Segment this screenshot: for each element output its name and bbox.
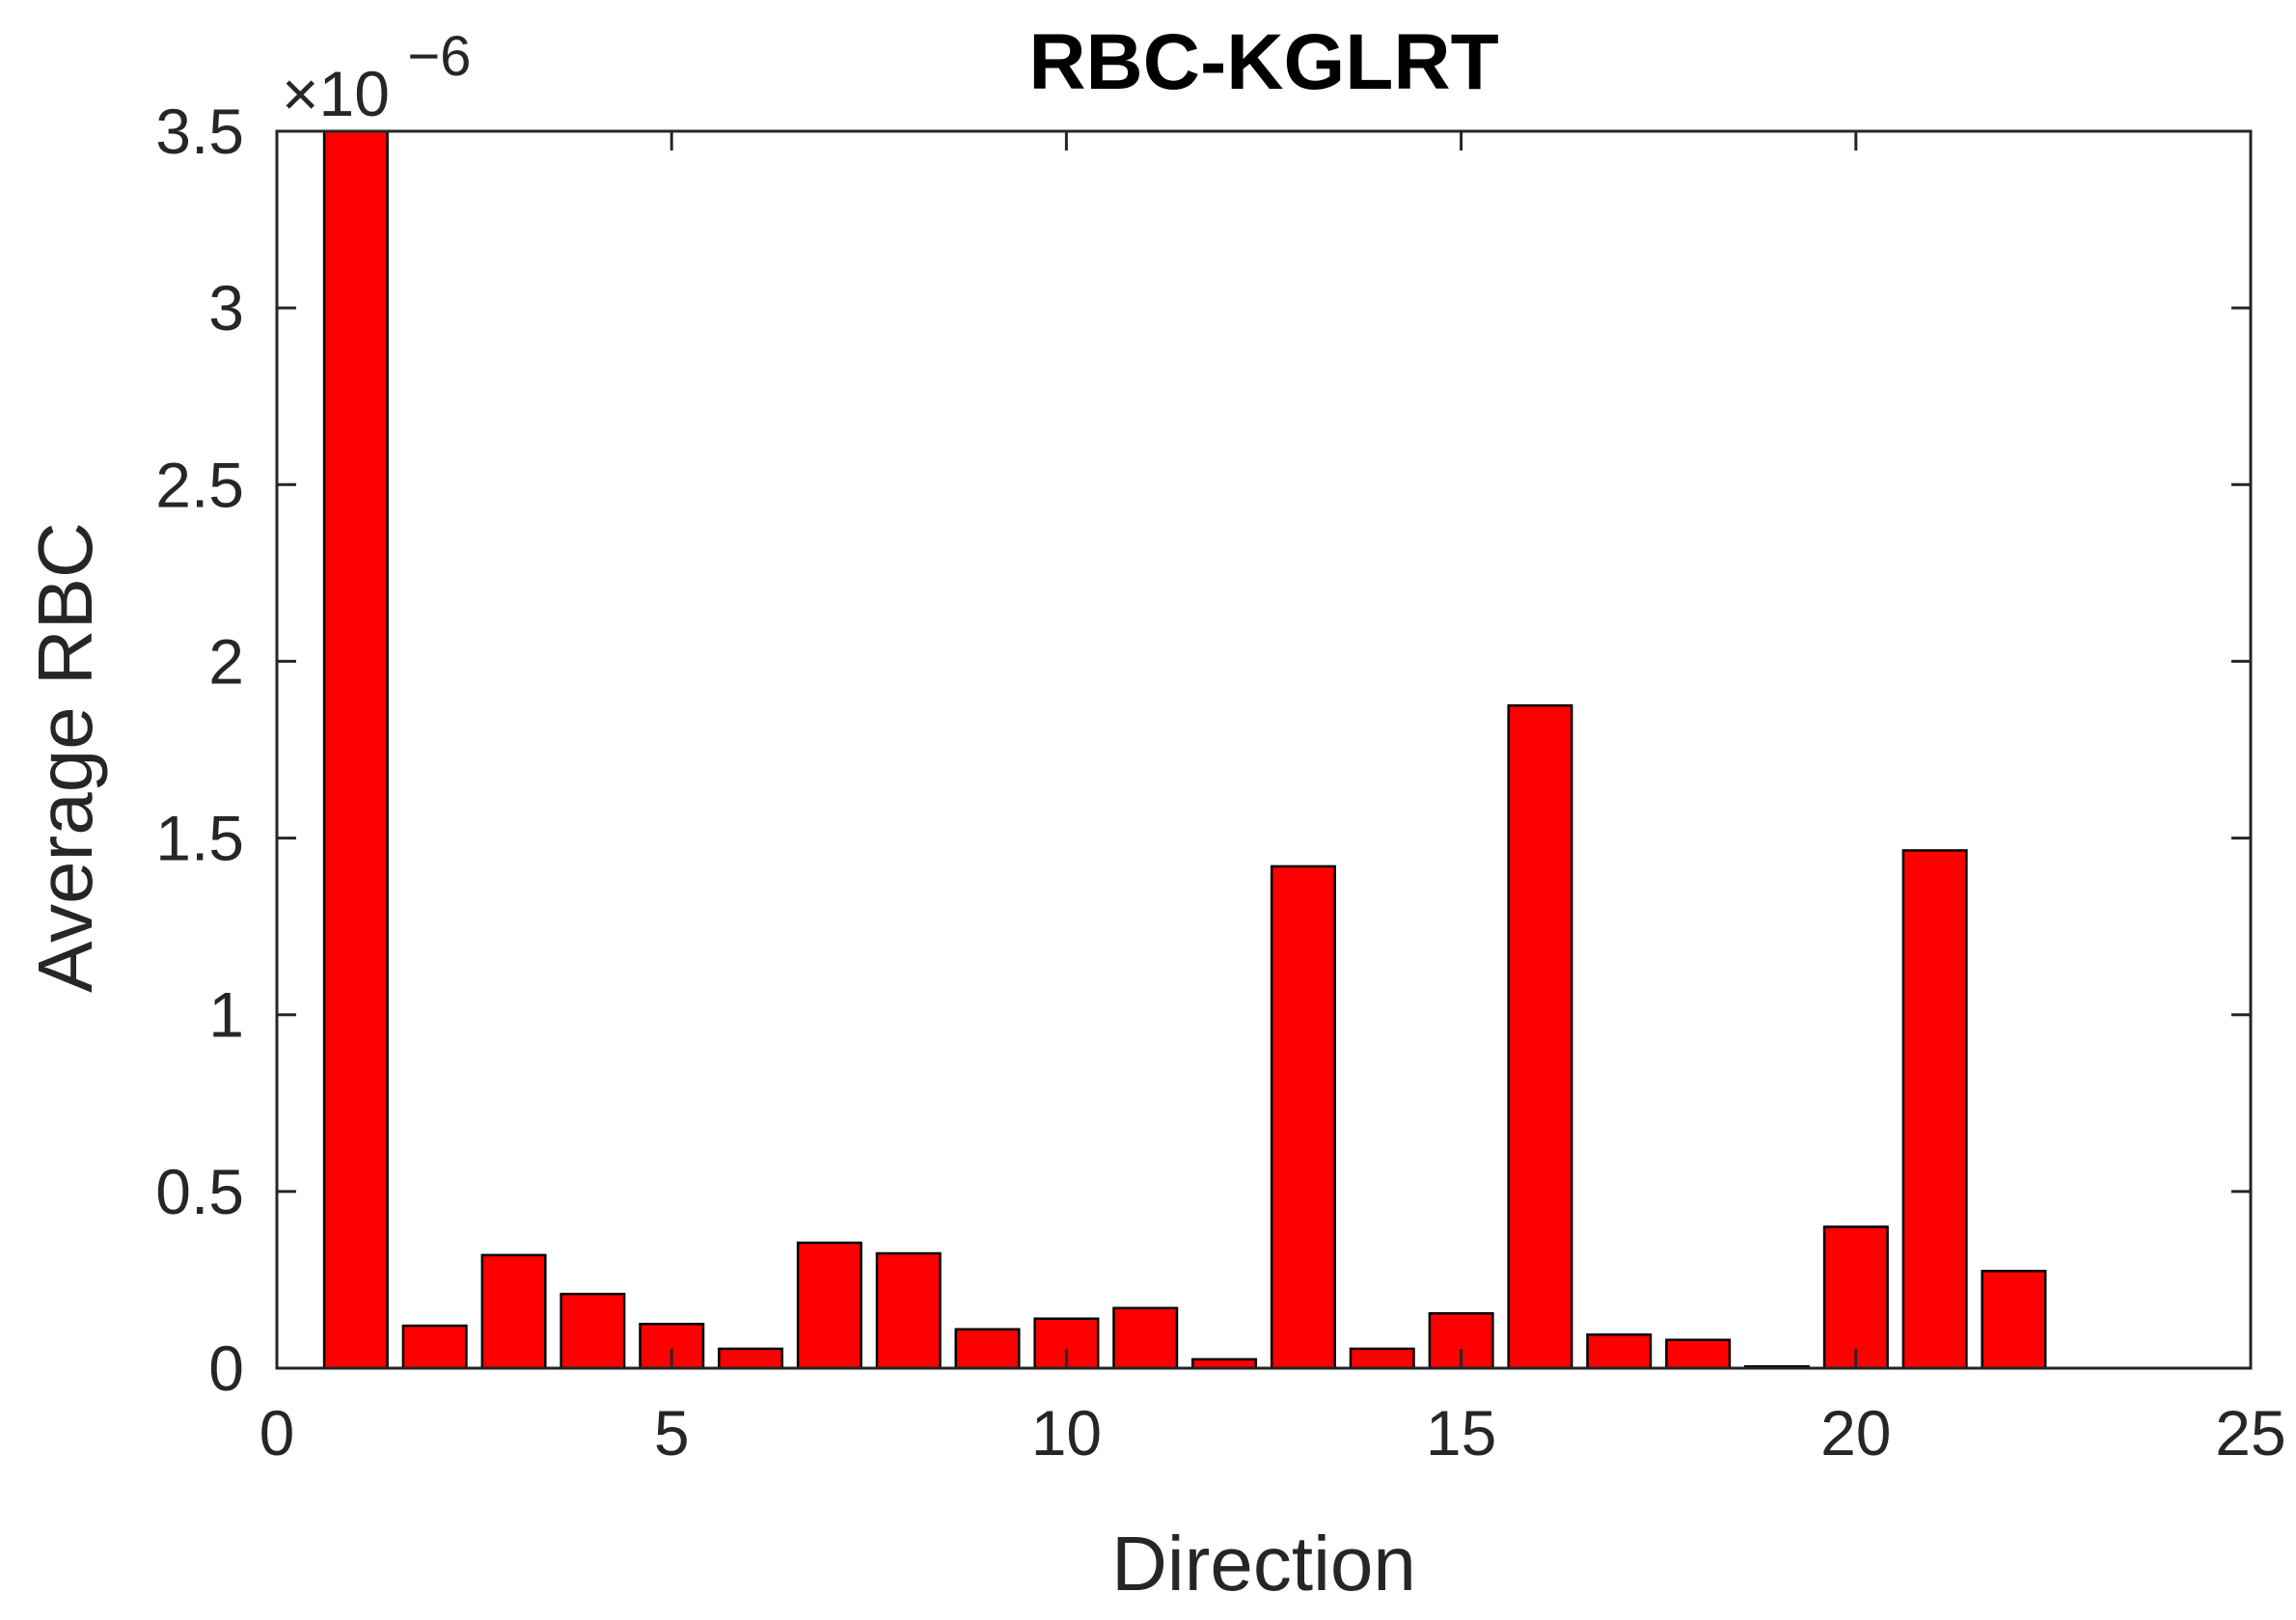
y-tick-label-1: 1 bbox=[208, 979, 244, 1051]
y-tick-label-1.5: 1.5 bbox=[155, 803, 244, 874]
bar-direction-17 bbox=[1586, 1332, 1653, 1370]
y-tick-label-2.5: 2.5 bbox=[155, 449, 244, 520]
x-tick-label-5: 5 bbox=[654, 1397, 690, 1469]
y-axis-label: Average RBC bbox=[22, 522, 108, 993]
plot-area-frame bbox=[275, 129, 2253, 1370]
bar-direction-14 bbox=[1349, 1347, 1415, 1370]
bar-direction-2 bbox=[401, 1324, 468, 1370]
bar-direction-13 bbox=[1270, 865, 1336, 1370]
y-tick-label-0.5: 0.5 bbox=[155, 1156, 244, 1227]
y-tick-label-2: 2 bbox=[208, 625, 244, 697]
x-axis-label: Direction bbox=[1111, 1521, 1416, 1606]
x-tick-label-10: 10 bbox=[1031, 1397, 1102, 1469]
bar-direction-16 bbox=[1507, 703, 1573, 1370]
y-tick-label-3: 3 bbox=[208, 272, 244, 343]
bar-direction-6 bbox=[718, 1347, 784, 1370]
x-tick-label-20: 20 bbox=[1820, 1397, 1891, 1469]
bar-direction-22 bbox=[1981, 1270, 2047, 1370]
x-tick-label-25: 25 bbox=[2215, 1397, 2285, 1469]
labels-group: 0 5 10 15 20 25 0 0.5 1 1.5 2 2.5 3 3.5 bbox=[155, 96, 2285, 1469]
y-tick-label-3.5: 3.5 bbox=[155, 96, 244, 167]
bar-direction-9 bbox=[954, 1328, 1021, 1370]
bar-direction-18 bbox=[1665, 1338, 1732, 1370]
bar-direction-4 bbox=[560, 1292, 626, 1370]
y-tick-label-0: 0 bbox=[208, 1332, 244, 1404]
y-axis-exponent-power: −6 bbox=[407, 25, 471, 88]
bar-direction-7 bbox=[796, 1241, 862, 1370]
bar-direction-21 bbox=[1901, 849, 1968, 1370]
y-axis-exponent-base: ×10 bbox=[282, 58, 390, 129]
x-tick-label-0: 0 bbox=[260, 1397, 295, 1469]
bars-group bbox=[322, 129, 2047, 1370]
bar-direction-20 bbox=[1822, 1225, 1889, 1370]
bar-direction-8 bbox=[875, 1251, 942, 1370]
x-tick-label-15: 15 bbox=[1426, 1397, 1496, 1469]
chart-title: RBC-KGLRT bbox=[1028, 18, 1498, 106]
y-axis-exponent: ×10 −6 bbox=[282, 25, 471, 129]
bar-direction-3 bbox=[480, 1253, 547, 1370]
bar-direction-11 bbox=[1112, 1306, 1179, 1370]
bar-direction-1 bbox=[322, 129, 389, 1370]
